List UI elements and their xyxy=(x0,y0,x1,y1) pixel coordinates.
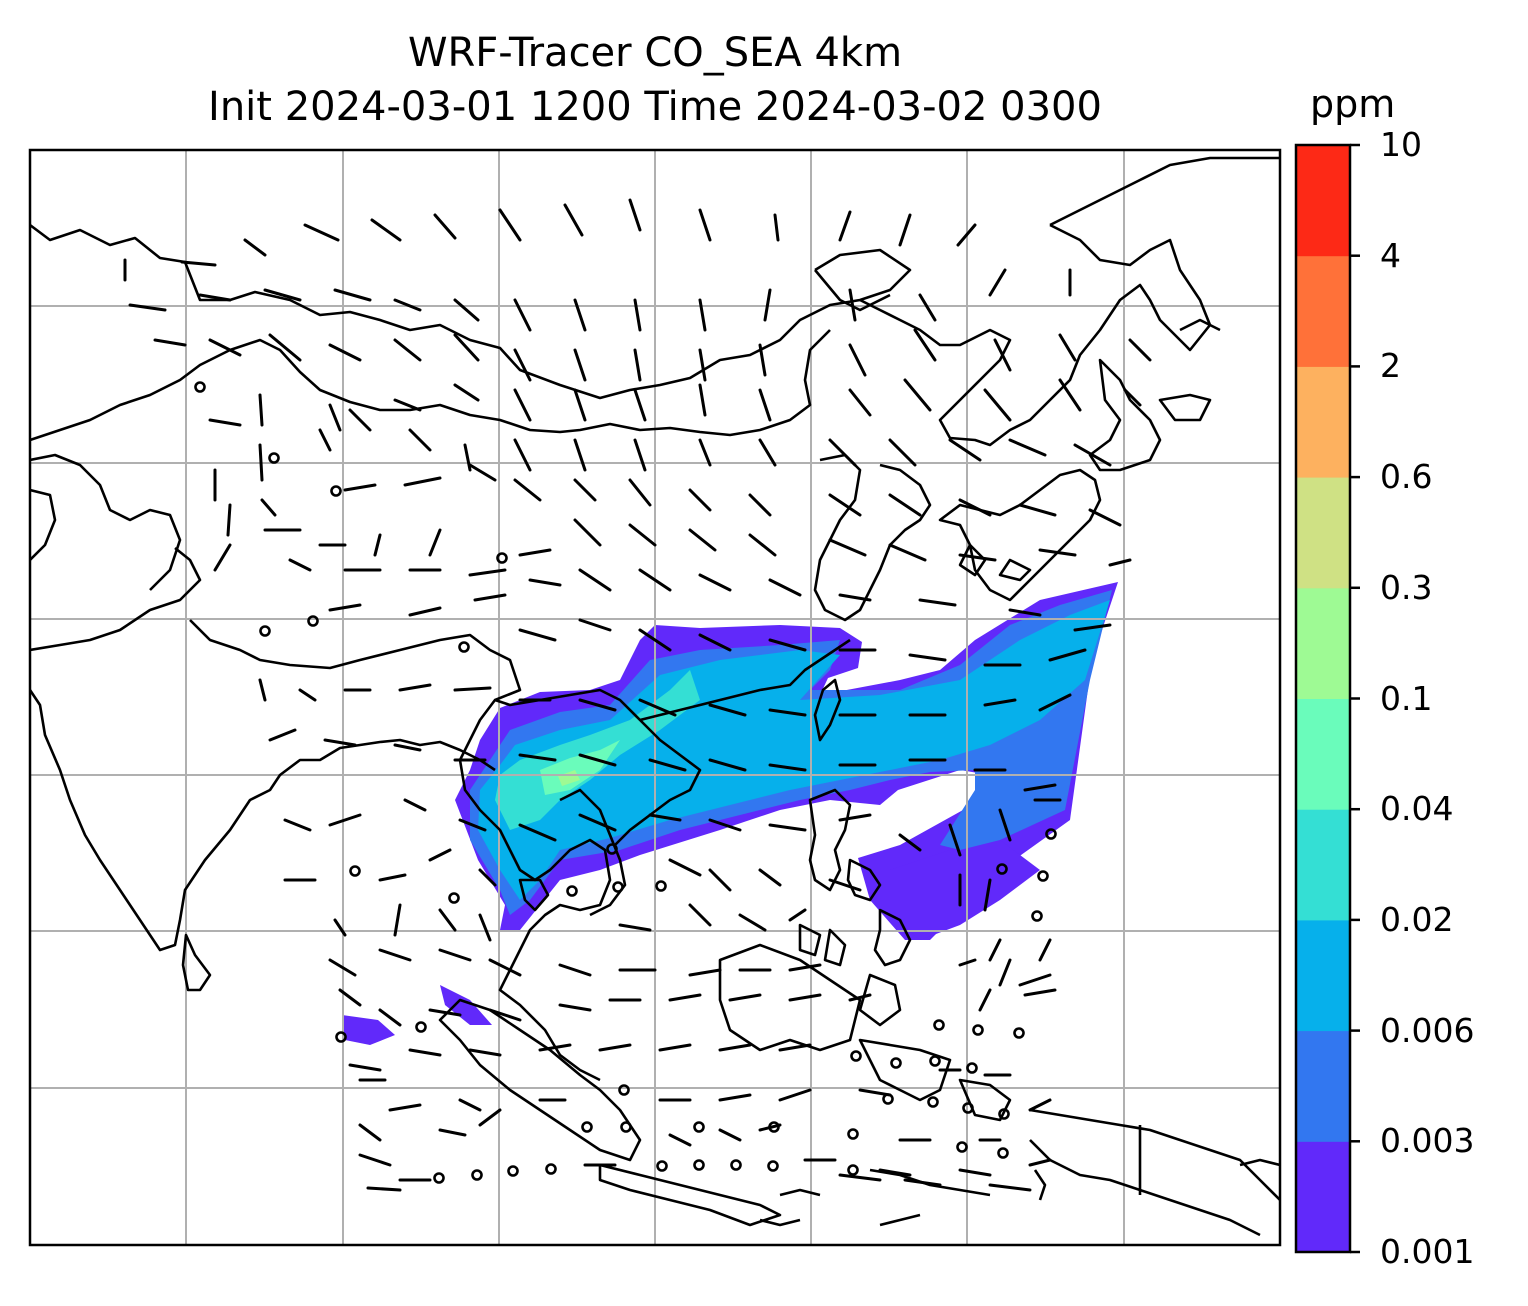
colorbar-segment xyxy=(1296,1141,1350,1253)
colorbar-segment xyxy=(1296,145,1350,257)
barb-row xyxy=(366,1173,1032,1192)
barb-row xyxy=(283,848,992,912)
colorbar-tick-label: 0.6 xyxy=(1380,457,1433,497)
plume-level-0.001-patch xyxy=(342,1015,395,1045)
colorbar-tick-label: 10 xyxy=(1380,125,1422,164)
colorbar-tick-label: 0.3 xyxy=(1380,567,1433,607)
barb-row xyxy=(333,903,1052,962)
barb-row xyxy=(358,1153,1052,1182)
barb-row xyxy=(338,988,1057,1027)
colorbar xyxy=(1294,143,1360,1254)
map-frame xyxy=(28,148,1282,1247)
colorbar-segment xyxy=(1296,1030,1350,1142)
barb-row xyxy=(348,1043,1012,1077)
map-title: WRF-Tracer CO_SEA 4km xyxy=(407,30,903,76)
barb-row xyxy=(226,463,1122,537)
colorbar-segment xyxy=(1296,255,1350,367)
barb-row xyxy=(328,948,1052,987)
barb-row xyxy=(128,268,1072,332)
wind-barbs xyxy=(123,198,1152,1192)
colorbar-segment xyxy=(1296,698,1350,810)
colorbar-tick-label: 0.001 xyxy=(1380,1232,1475,1271)
gridlines xyxy=(30,150,1280,1245)
barb-row xyxy=(213,408,1112,502)
plume-level-0.001-patch2 xyxy=(440,985,492,1025)
barb-row xyxy=(208,378,1142,432)
plume-level-0.04 xyxy=(540,740,620,795)
colorbar-segment xyxy=(1296,366,1350,478)
colorbar-tick-label: 2 xyxy=(1380,346,1401,386)
colorbar-tick-label: 0.006 xyxy=(1380,1010,1475,1050)
barb-row xyxy=(283,798,1062,857)
colorbar-unit: ppm xyxy=(1310,82,1396,126)
colorbar-segment xyxy=(1296,477,1350,589)
colorbar-tick-label: 0.1 xyxy=(1380,678,1433,718)
colorbar-segment xyxy=(1296,587,1350,699)
barb-row xyxy=(268,728,1057,792)
colorbar-segment xyxy=(1296,809,1350,921)
barb-row xyxy=(123,198,977,282)
barb-row xyxy=(258,678,1072,717)
coastlines xyxy=(30,156,1280,1237)
barb-row xyxy=(358,1078,1052,1112)
colorbar-tick-label: 4 xyxy=(1380,235,1401,275)
barb-row xyxy=(288,558,1112,632)
barb-row xyxy=(213,518,1132,572)
barb-row xyxy=(328,593,1087,667)
colorbar-tick-label: 0.003 xyxy=(1380,1121,1475,1161)
colorbar-tick-label: 0.02 xyxy=(1380,899,1454,939)
calm-wind-markers xyxy=(194,381,1057,1184)
barb-row xyxy=(358,1108,1002,1147)
colorbar-tick-label: 0.04 xyxy=(1380,789,1454,829)
map-subtitle: Init 2024-03-01 1200 Time 2024-03-02 030… xyxy=(208,84,1102,130)
colorbar-segment xyxy=(1296,919,1350,1032)
barb-row xyxy=(153,328,1152,382)
